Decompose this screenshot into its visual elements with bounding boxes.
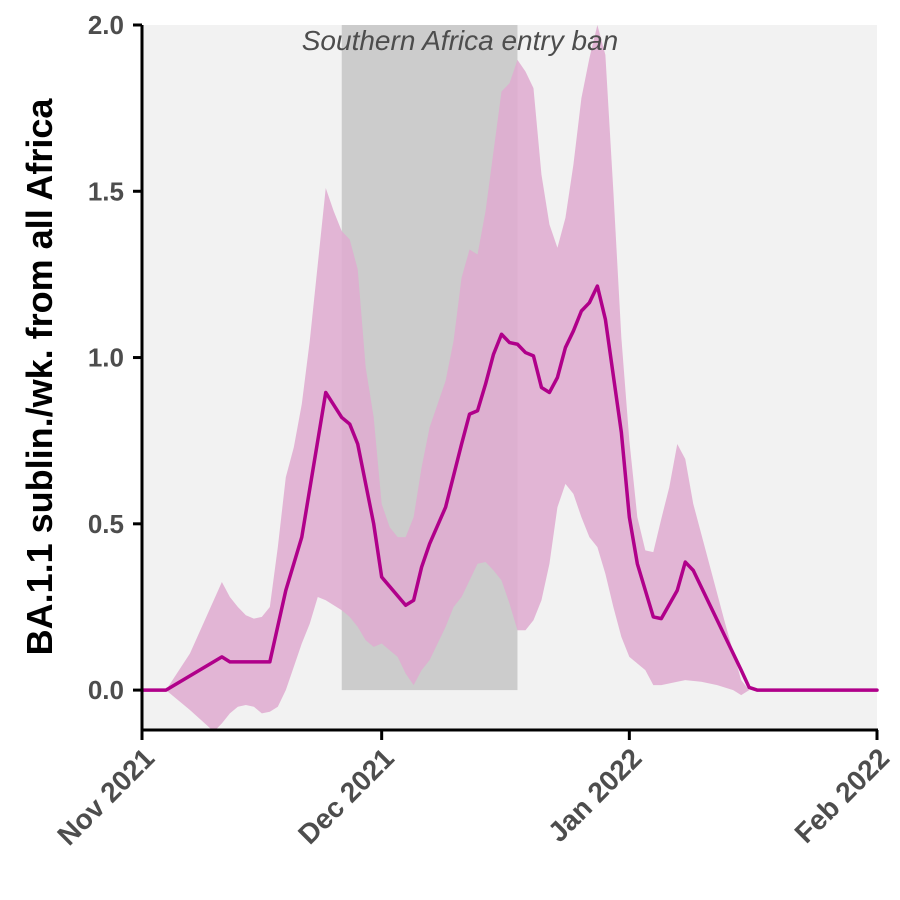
y-tick-label: 0.5	[88, 509, 124, 539]
y-axis-title: BA.1.1 sublin./wk. from all Africa	[19, 98, 60, 656]
x-tick-label: Dec 2021	[292, 742, 400, 850]
ban-annotation-label: Southern Africa entry ban	[302, 25, 618, 56]
x-tick-label: Nov 2021	[51, 742, 160, 851]
x-ticks: Nov 2021 Dec 2021 Jan 2022 Feb 2022	[51, 730, 895, 851]
y-ticks: 0.0 0.5 1.0 1.5 2.0	[88, 10, 142, 705]
x-tick-label: Jan 2022	[542, 742, 648, 848]
y-tick-label: 1.0	[88, 343, 124, 373]
estimate-line	[140, 284, 879, 692]
y-tick-label: 2.0	[88, 10, 124, 40]
x-tick-label: Feb 2022	[789, 742, 896, 849]
y-tick-label: 1.5	[88, 176, 124, 206]
uncertainty-band	[142, 25, 877, 732]
plot-marks	[140, 25, 879, 732]
y-tick-label: 0.0	[88, 675, 124, 705]
